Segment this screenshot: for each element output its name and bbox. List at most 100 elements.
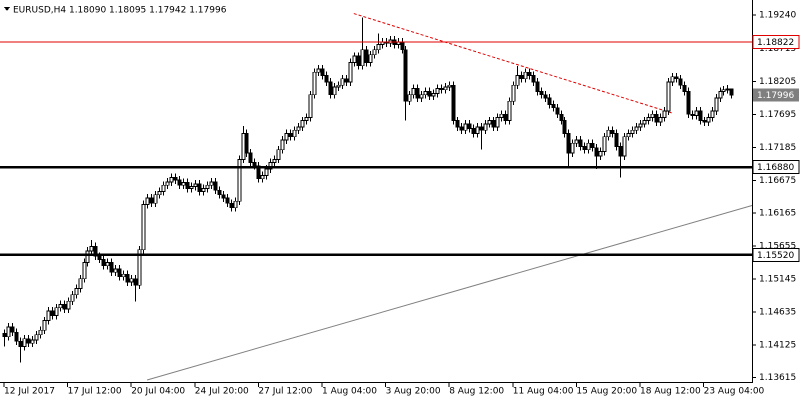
candle-body <box>463 123 468 131</box>
candle-body <box>244 133 249 154</box>
candle-body <box>225 197 230 204</box>
candle-body <box>356 55 361 67</box>
level-label: 1.15520 <box>757 251 794 261</box>
candle-body <box>169 177 174 183</box>
y-tick-label: 1.14125 <box>759 340 796 350</box>
candle-body <box>62 304 67 310</box>
candle-body <box>539 91 544 96</box>
candle-body <box>229 202 234 209</box>
candle-body <box>714 97 719 112</box>
candle-body <box>260 175 265 180</box>
y-tick-label: 1.17695 <box>759 110 796 120</box>
candle-body <box>471 127 476 134</box>
candle-body <box>14 331 19 342</box>
candle-body <box>280 139 285 151</box>
candle-body <box>181 182 186 186</box>
candle-body <box>594 147 599 157</box>
candle-body <box>547 97 552 105</box>
candle-body <box>82 262 87 280</box>
candle-body <box>566 133 571 154</box>
candle-body <box>70 294 75 302</box>
candle-body <box>101 258 106 267</box>
candle-body <box>439 87 444 91</box>
candle-body <box>674 76 679 80</box>
candle-body <box>586 142 591 151</box>
candle-body <box>431 93 436 97</box>
candle-body <box>423 91 428 96</box>
candle-body <box>400 41 405 51</box>
x-tick-label: 23 Aug 04:00 <box>704 387 765 397</box>
candle-body <box>479 126 484 131</box>
candle-body <box>46 310 51 322</box>
candle-body <box>360 49 365 67</box>
candle-body <box>622 136 627 157</box>
candle-body <box>133 278 138 286</box>
candle-body <box>26 338 31 344</box>
candle-body <box>650 113 655 118</box>
candle-body <box>507 100 512 122</box>
candle-body <box>415 87 420 99</box>
candle-body <box>113 268 118 273</box>
candle-body <box>543 94 548 99</box>
candle-body <box>336 84 341 88</box>
candle-body <box>6 326 11 338</box>
candle-body <box>54 307 59 316</box>
candle-body <box>312 71 317 96</box>
candle-body <box>666 81 671 112</box>
current-price-label: 1.17996 <box>757 91 794 101</box>
candle-body <box>559 113 564 122</box>
candle-body <box>606 129 611 138</box>
candle-body <box>205 184 210 189</box>
candle-body <box>201 187 206 193</box>
candle-body <box>34 334 39 341</box>
candle-body <box>352 55 357 63</box>
y-tick-label: 1.18715 <box>759 44 796 54</box>
candle-body <box>324 75 329 83</box>
candle-body <box>706 117 711 123</box>
candle-body <box>276 149 281 160</box>
y-tick-label: 1.18205 <box>759 77 796 87</box>
candle-body <box>66 300 71 310</box>
y-tick-label: 1.17185 <box>759 143 796 153</box>
candle-body <box>718 91 723 99</box>
candle-body <box>300 120 305 128</box>
candle-body <box>614 133 619 147</box>
candle-body <box>562 120 567 134</box>
candle-body <box>519 75 524 80</box>
candle-body <box>578 139 583 147</box>
candle-body <box>523 71 528 80</box>
x-tick-label: 24 Jul 20:00 <box>195 387 249 397</box>
candle-body <box>515 75 520 86</box>
candle-body <box>328 81 333 96</box>
candle-body <box>85 250 90 263</box>
candle-body <box>74 287 79 296</box>
candle-body <box>662 110 667 118</box>
candle-body <box>531 75 536 83</box>
candle-body <box>551 104 556 109</box>
candle-body <box>137 249 142 286</box>
candle-body <box>646 117 651 122</box>
candle-body <box>678 78 683 86</box>
x-tick-label: 12 Jul 2017 <box>4 387 55 397</box>
x-tick-label: 27 Jul 12:00 <box>258 387 312 397</box>
y-tick-label: 1.19240 <box>759 10 796 20</box>
trend-line <box>353 13 672 114</box>
candle-body <box>630 129 635 134</box>
candle-body <box>288 133 293 138</box>
candle-body <box>698 110 703 122</box>
candle-body <box>58 304 63 309</box>
candle-body <box>141 204 146 251</box>
candle-body <box>511 84 516 102</box>
candle-body <box>455 120 460 128</box>
y-tick-label: 1.16675 <box>759 176 796 186</box>
x-tick-label: 15 Aug 20:00 <box>576 387 637 397</box>
x-tick-label: 1 Aug 04:00 <box>322 387 377 397</box>
candle-body <box>710 110 715 118</box>
candle-body <box>602 136 607 153</box>
level-badge <box>752 34 800 49</box>
candle-body <box>193 183 198 187</box>
candle-body <box>483 123 488 131</box>
candle-body <box>197 183 202 193</box>
